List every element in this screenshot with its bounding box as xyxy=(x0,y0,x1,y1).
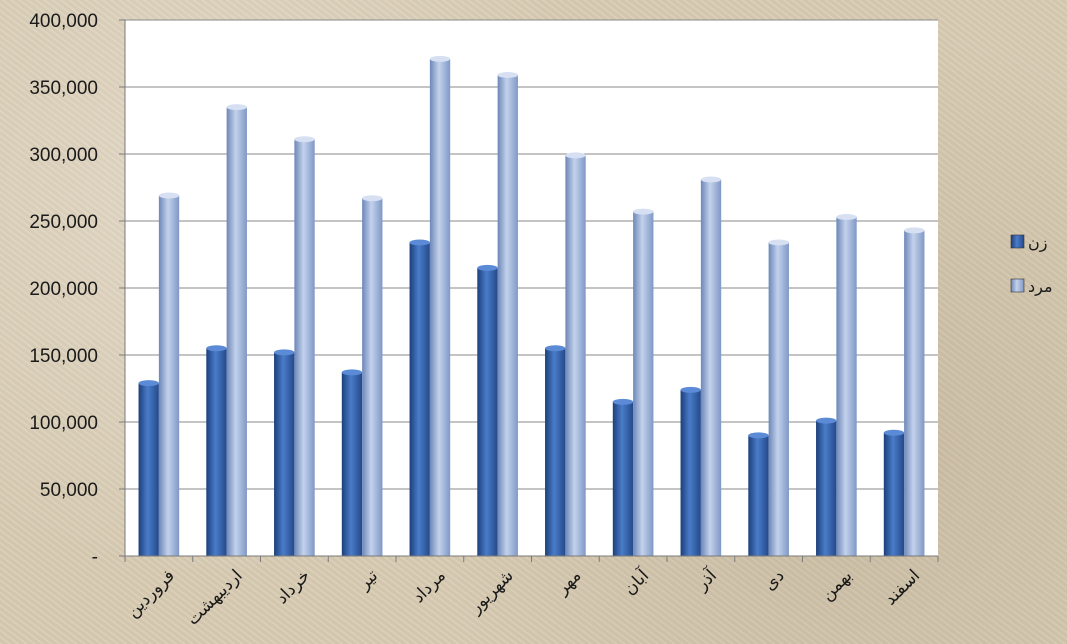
bar-cap xyxy=(680,386,701,393)
bar-zan xyxy=(206,348,227,556)
bar-cap xyxy=(700,176,722,183)
x-category-label: دی xyxy=(760,566,789,595)
bar-mard xyxy=(429,58,451,557)
bar-zan xyxy=(409,242,430,556)
bar-cap xyxy=(565,152,586,159)
x-category-label: آبان xyxy=(618,564,654,600)
y-tick-label: 50,000 xyxy=(40,480,98,501)
bar-cap xyxy=(904,227,925,234)
bar-mard xyxy=(226,107,247,556)
bar-zan xyxy=(748,435,769,556)
bar-mard xyxy=(497,74,518,556)
legend-label: زن xyxy=(1028,233,1047,253)
gridlines xyxy=(125,19,938,490)
axes xyxy=(119,19,939,562)
y-tick-label: 250,000 xyxy=(29,212,98,233)
bar-zan xyxy=(680,389,701,556)
x-category-label: مهر xyxy=(552,566,585,599)
bar-cap xyxy=(341,369,363,376)
bar-zan xyxy=(816,420,837,556)
bar-zan xyxy=(545,348,566,556)
bar-cap xyxy=(274,349,295,356)
bar-mard xyxy=(633,211,654,556)
y-tick-label: 300,000 xyxy=(29,145,98,166)
bar-cap xyxy=(768,239,789,246)
bar-cap xyxy=(883,429,905,436)
y-tick-label: 400,000 xyxy=(29,11,98,32)
bar-zan xyxy=(612,401,634,556)
bar-cap xyxy=(206,345,227,352)
bar-mard xyxy=(768,242,789,556)
x-category-label: آذر xyxy=(690,564,722,596)
bar-cap xyxy=(429,55,451,62)
bar-cap xyxy=(633,208,654,215)
bar-cap xyxy=(497,71,518,78)
bar-cap xyxy=(477,264,498,271)
bar-mard xyxy=(836,216,857,557)
y-tick-label: 350,000 xyxy=(29,78,98,99)
bar-cap xyxy=(545,345,566,352)
bar-zan xyxy=(477,267,498,556)
bar-cap xyxy=(158,192,180,199)
bars xyxy=(138,55,925,557)
legend-swatch xyxy=(1010,278,1025,293)
y-tick-label: 200,000 xyxy=(29,279,98,300)
bar-zan xyxy=(341,372,363,556)
bar-cap xyxy=(226,104,247,111)
bar-cap xyxy=(409,239,430,246)
bar-mard xyxy=(158,195,180,557)
x-category-label: مرداد xyxy=(409,566,450,607)
y-axis-tick-labels: - 50,000 100,000 150,000 200,000 250,000 300,0… xyxy=(29,11,98,568)
bar-cap xyxy=(362,195,383,202)
bar-mard xyxy=(700,179,722,556)
y-tick-label: 150,000 xyxy=(29,346,98,367)
x-category-label: بهمن xyxy=(817,566,856,605)
bar-mard xyxy=(904,230,925,556)
x-category-label: شهریور xyxy=(465,566,517,618)
x-category-label: اسفند xyxy=(881,566,925,610)
y-tick-label: - xyxy=(92,547,98,568)
bar-cap xyxy=(138,380,159,387)
x-category-label: فروردین xyxy=(123,566,179,622)
x-category-label: خرداد xyxy=(272,566,314,608)
y-tick-label: 100,000 xyxy=(29,413,98,434)
bar-zan xyxy=(274,352,295,556)
bar-mard xyxy=(362,198,383,556)
bar-mard xyxy=(294,139,315,556)
legend-label: مرد xyxy=(1028,277,1053,297)
bar-zan xyxy=(138,383,159,556)
bar-cap xyxy=(816,417,837,424)
bar-zan xyxy=(883,432,905,556)
bar-cap xyxy=(748,432,769,439)
bar-cap xyxy=(612,398,634,405)
bar-cap xyxy=(836,213,857,220)
legend-swatch xyxy=(1010,234,1025,249)
bar-cap xyxy=(294,136,315,143)
x-axis-category-labels: فروردین اردیبهشت خرداد تیر مرداد شهریور مهر آبا… xyxy=(123,564,924,630)
x-category-label: تیر xyxy=(354,566,383,595)
bar-mard xyxy=(565,155,586,556)
x-category-label: اردیبهشت xyxy=(183,566,247,630)
legend: زن مرد xyxy=(1010,233,1053,297)
